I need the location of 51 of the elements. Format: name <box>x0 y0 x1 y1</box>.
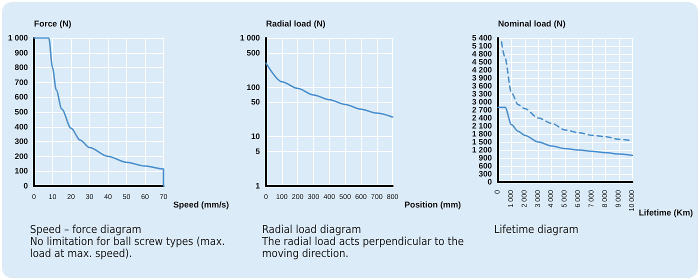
y-tick-label: 100 <box>246 82 261 92</box>
y-tick-label: 2 100 <box>472 122 493 130</box>
y-tick-label: 5 400 <box>472 34 493 42</box>
y-tick-label: 100 <box>14 166 29 176</box>
y-tick-label: 300 <box>478 170 493 178</box>
y-tick-label: 1 800 <box>472 130 493 138</box>
line-series <box>497 106 634 156</box>
text: Lifetime diagram <box>494 223 580 236</box>
text: No limitation for ball screw types (max. load at max. speed). <box>30 235 226 260</box>
y-tick-label: 900 <box>14 48 29 58</box>
text: Radial load diagram <box>262 223 362 236</box>
y-tick-label: 4 500 <box>472 58 493 66</box>
y-tick-label: 1 200 <box>472 146 493 154</box>
y-tick-label: 2 700 <box>472 106 493 114</box>
y-tick-label: 4 800 <box>472 50 493 58</box>
y-tick-label: 600 <box>14 92 29 102</box>
y-tick-label: 3 900 <box>472 74 493 82</box>
y-tick-label: 1 <box>256 182 261 190</box>
y-tick-label: 0 <box>24 182 29 190</box>
x-axis-title: Speed (mm/s) <box>173 200 230 210</box>
y-tick-label: 200 <box>14 152 29 161</box>
y-tick-label: 500 <box>246 48 261 58</box>
y-tick-label: 700 <box>14 78 29 87</box>
y-tick-label: 3 600 <box>472 82 493 90</box>
y-axis-title: Radial load (N) <box>266 18 326 28</box>
y-tick-label: 300 <box>14 137 29 146</box>
y-tick-label: 1 000 <box>240 34 261 42</box>
y-tick-label: 5 100 <box>472 42 493 50</box>
x-axis-title: Position (mm) <box>404 200 462 210</box>
y-tick-label: 0 <box>488 178 493 186</box>
y-tick-label: 900 <box>478 154 493 162</box>
text: Speed – force diagram <box>30 223 142 236</box>
y-tick-label: 3 300 <box>472 90 493 98</box>
y-tick-label: 10 <box>251 132 261 142</box>
y-tick-label: 2 400 <box>472 114 493 122</box>
y-tick-label: 600 <box>478 162 493 170</box>
y-tick-label: 5 <box>256 147 261 156</box>
y-axis-title: Nominal load (N) <box>498 18 566 28</box>
y-tick-label: 800 <box>14 63 29 72</box>
line-series <box>33 37 164 187</box>
y-tick-label: 500 <box>14 108 29 116</box>
y-tick-label: 3 000 <box>472 98 493 106</box>
text: The radial load acts perpendicular to the moving direction. <box>262 235 465 260</box>
x-axis-title: Lifetime (Km) <box>638 208 694 218</box>
y-tick-label: 400 <box>14 122 29 132</box>
line-series <box>265 62 394 118</box>
y-tick-label: 1 500 <box>472 138 493 146</box>
y-tick-label: 4 200 <box>472 66 493 74</box>
y-axis-title: Force (N) <box>34 18 72 28</box>
y-tick-label: 1 000 <box>8 34 29 42</box>
y-tick-label: 50 <box>251 98 261 107</box>
